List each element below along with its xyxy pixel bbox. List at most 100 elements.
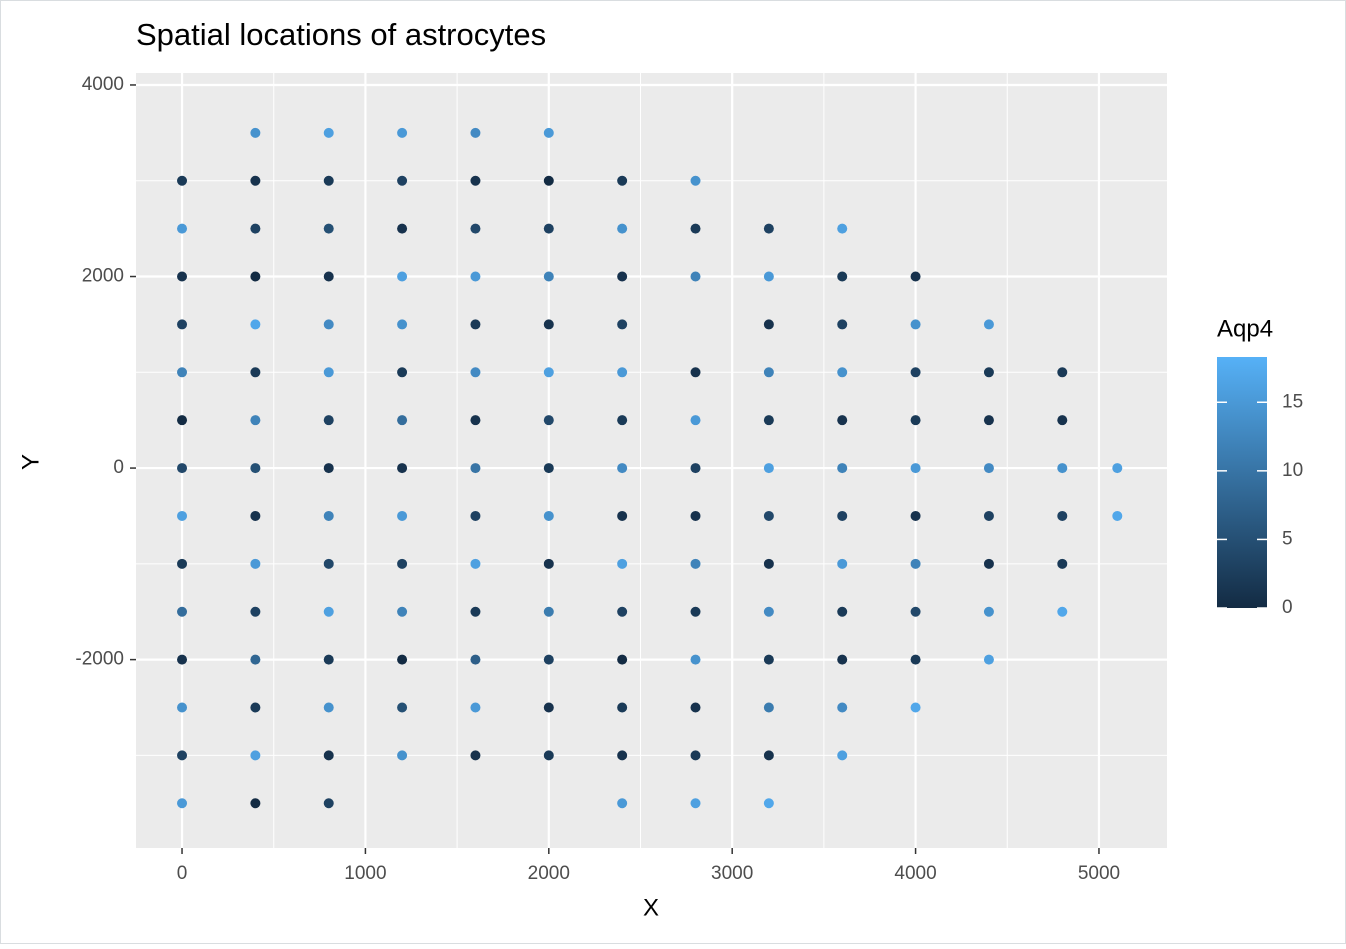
y-tick-label: -2000 [75, 649, 124, 670]
point [470, 223, 481, 234]
point [763, 798, 774, 809]
point [397, 606, 408, 617]
point [177, 463, 188, 474]
point [250, 175, 261, 186]
point [397, 127, 408, 138]
point [470, 367, 481, 378]
x-tick-label: 1000 [344, 863, 386, 884]
point [323, 223, 334, 234]
point [837, 654, 848, 665]
x-tick-label: 5000 [1078, 863, 1120, 884]
point [397, 175, 408, 186]
point [837, 223, 848, 234]
point [617, 271, 628, 282]
axes: 0 1000 2000 3000 4000 5000 -2000 0 2000 4000 [75, 74, 1120, 884]
x-axis-title: X [643, 894, 659, 921]
point [763, 415, 774, 426]
legend: 0 5 10 15 [1217, 391, 1303, 618]
point [910, 271, 921, 282]
point [763, 654, 774, 665]
legend-tick-label: 15 [1282, 391, 1303, 412]
point [323, 319, 334, 330]
point [910, 415, 921, 426]
point [250, 702, 261, 713]
point [910, 319, 921, 330]
point [470, 463, 481, 474]
point [690, 606, 701, 617]
point [617, 702, 628, 713]
point [177, 606, 188, 617]
points [177, 127, 1123, 809]
point [763, 510, 774, 521]
point [910, 606, 921, 617]
point [470, 558, 481, 569]
point [177, 415, 188, 426]
point [617, 606, 628, 617]
point [397, 415, 408, 426]
point [323, 463, 334, 474]
point [763, 750, 774, 761]
point [323, 175, 334, 186]
point [837, 702, 848, 713]
point [543, 271, 554, 282]
point [910, 702, 921, 713]
point [470, 271, 481, 282]
point [323, 415, 334, 426]
point [543, 750, 554, 761]
panel [136, 73, 1167, 848]
point [617, 415, 628, 426]
point [910, 367, 921, 378]
point [1057, 463, 1068, 474]
point [543, 319, 554, 330]
point [470, 175, 481, 186]
point [910, 463, 921, 474]
point [397, 510, 408, 521]
point [837, 271, 848, 282]
point [543, 558, 554, 569]
point [250, 798, 261, 809]
x-tick-label: 2000 [528, 863, 570, 884]
point [543, 367, 554, 378]
point [323, 606, 334, 617]
point [617, 367, 628, 378]
point [543, 175, 554, 186]
point [983, 558, 994, 569]
point [983, 606, 994, 617]
point [690, 750, 701, 761]
point [763, 271, 774, 282]
point [397, 271, 408, 282]
point [543, 510, 554, 521]
point [177, 367, 188, 378]
point [470, 654, 481, 665]
point [617, 510, 628, 521]
point [250, 558, 261, 569]
point [323, 654, 334, 665]
point [837, 415, 848, 426]
point [250, 510, 261, 521]
point [837, 463, 848, 474]
y-tick-label: 2000 [82, 266, 124, 287]
point [910, 510, 921, 521]
legend-tick-label: 0 [1282, 597, 1293, 618]
point [397, 654, 408, 665]
point [470, 127, 481, 138]
point [837, 367, 848, 378]
point [837, 558, 848, 569]
point [397, 702, 408, 713]
point [983, 415, 994, 426]
point [177, 510, 188, 521]
point [250, 415, 261, 426]
point [690, 798, 701, 809]
point [323, 510, 334, 521]
x-tick-label: 0 [177, 863, 188, 884]
point [470, 415, 481, 426]
point [690, 702, 701, 713]
point [617, 654, 628, 665]
point [690, 510, 701, 521]
point [617, 463, 628, 474]
point [250, 271, 261, 282]
y-tick-label: 0 [113, 457, 124, 478]
point [323, 558, 334, 569]
point [250, 654, 261, 665]
